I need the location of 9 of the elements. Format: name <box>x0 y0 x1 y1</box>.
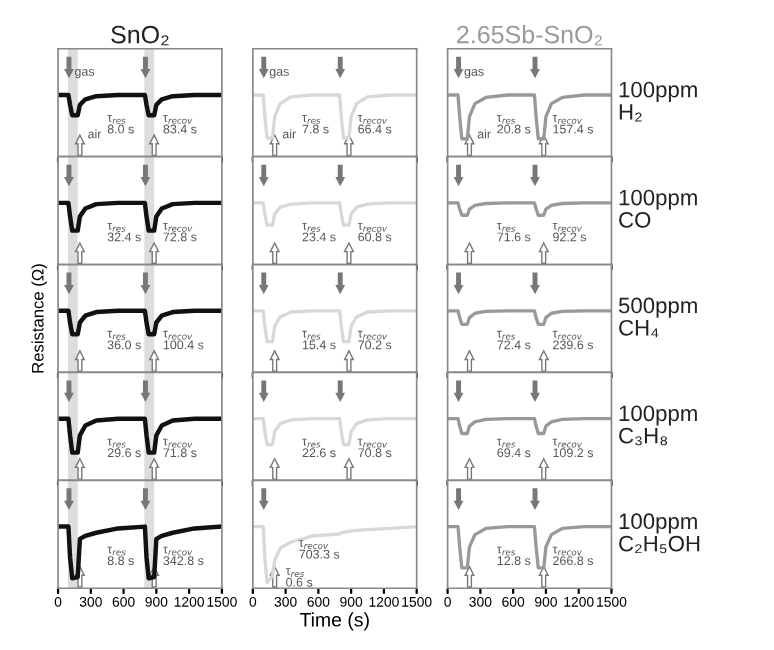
y-axis-title: Resistance (Ω) <box>31 264 47 373</box>
x-axis-title: Time (s) <box>299 612 369 631</box>
text: 100ppm C₂H₅OH <box>619 513 700 554</box>
text: 100ppm C₃H₈ <box>619 405 697 446</box>
text: 100ppm CO <box>619 189 697 228</box>
text: 100ppm H₂ <box>619 81 697 122</box>
chart-title: 2.65Sb-SnO₂ <box>457 25 602 46</box>
chart-title: SnO₂ <box>111 25 169 46</box>
text: 500ppm CH₄ <box>618 297 697 338</box>
